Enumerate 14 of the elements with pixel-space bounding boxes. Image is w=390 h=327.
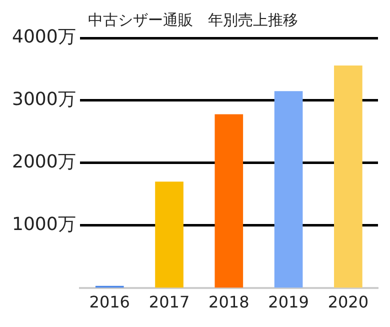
bar (334, 65, 362, 288)
bar (274, 91, 303, 288)
x-tick-label: 2020 (328, 292, 369, 312)
y-tick-label: 2000万 (12, 152, 76, 173)
bar (155, 182, 184, 288)
x-tick-label: 2016 (89, 292, 130, 312)
x-tick-label: 2018 (208, 292, 250, 312)
bar (214, 114, 244, 288)
chart-title: 中古シザー通販 年別売上推移 (88, 10, 298, 29)
y-tick-label: 1000万 (12, 214, 76, 236)
x-tick-label: 2019 (268, 292, 309, 312)
x-tick-label: 2017 (148, 292, 190, 312)
y-tick-label: 4000万 (12, 26, 76, 48)
y-tick-label: 3000万 (12, 89, 76, 110)
